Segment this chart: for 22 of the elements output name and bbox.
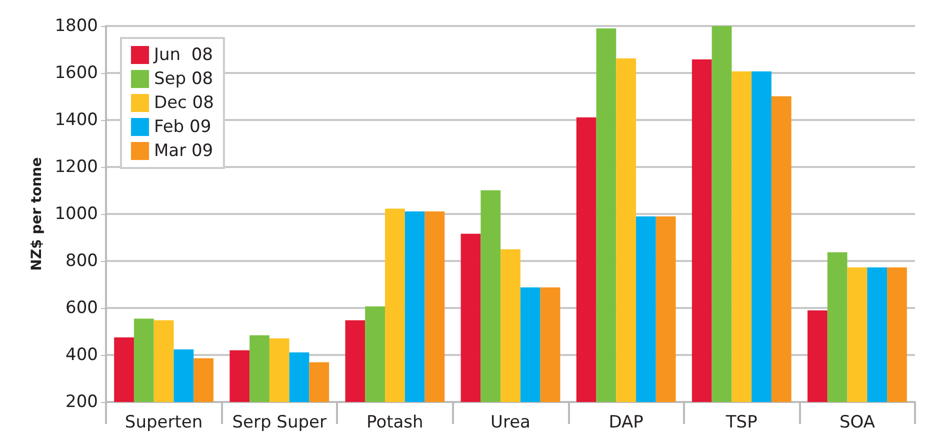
x-tick-label: Serp Super: [232, 412, 326, 432]
x-tick-label: Potash: [366, 412, 424, 432]
legend-label: Sep 08: [154, 69, 214, 89]
x-tick-label: SOA: [839, 412, 876, 432]
x-tick-label: TSP: [724, 412, 758, 432]
y-tick-label: 1200: [54, 157, 98, 177]
legend-label: Mar 09: [154, 141, 214, 161]
y-tick-label: 200: [66, 392, 98, 412]
x-tick-label: DAP: [608, 412, 644, 432]
legend-label: Jun 08: [153, 45, 214, 65]
x-tick-label: Urea: [490, 412, 530, 432]
y-tick-label: 1800: [54, 16, 98, 36]
y-tick-label: 800: [66, 251, 98, 271]
y-axis-title: NZ$ per tonne: [28, 157, 45, 271]
y-tick-label: 400: [66, 345, 98, 365]
y-tick-label: 1000: [54, 204, 98, 224]
legend-label: Dec 08: [154, 93, 214, 113]
y-tick-label: 1600: [54, 63, 98, 83]
x-tick-label: Superten: [124, 412, 203, 432]
y-tick-label: 1400: [54, 110, 98, 130]
y-tick-label: 600: [66, 298, 98, 318]
legend-label: Feb 09: [154, 117, 212, 137]
